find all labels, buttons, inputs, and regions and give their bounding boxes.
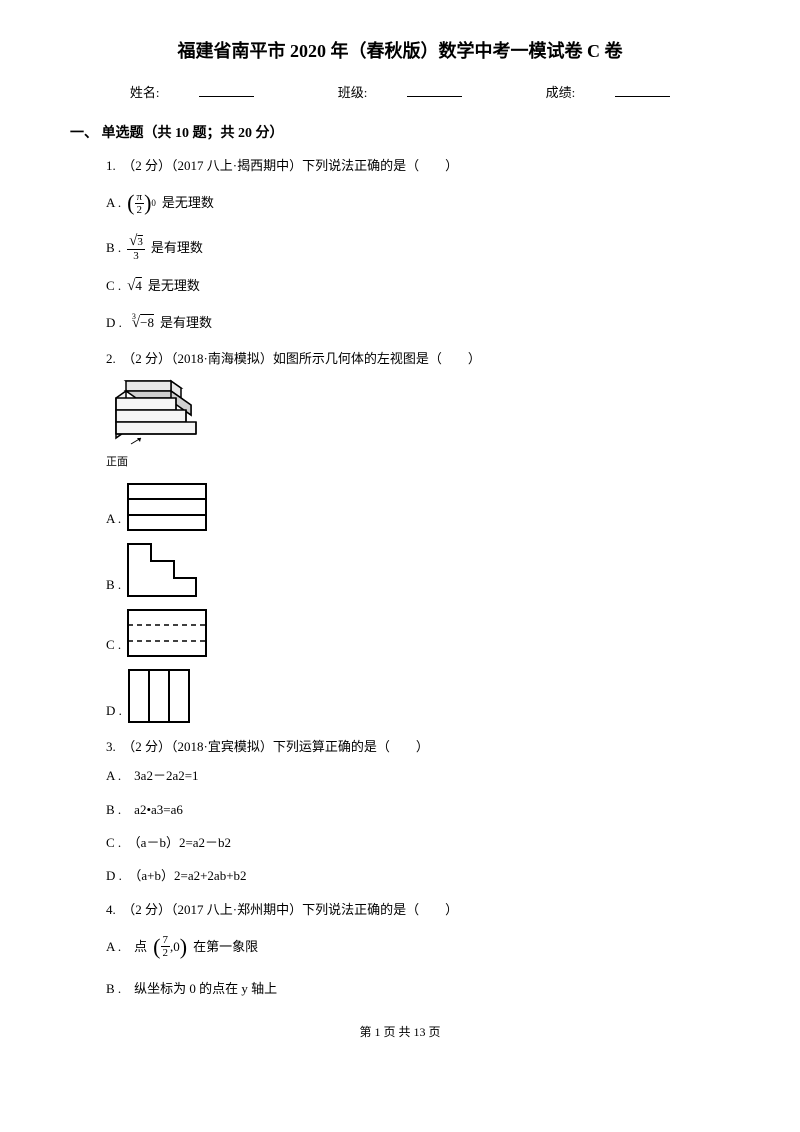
q2-option-d: D . (106, 669, 730, 723)
page-footer: 第 1 页 共 13 页 (70, 1022, 730, 1044)
option-text: 是有理数 (160, 311, 212, 334)
q4-option-b: B . 纵坐标为 0 的点在 y 轴上 (106, 977, 730, 1000)
option-d-shape-icon (128, 669, 190, 723)
math-point: ( 72 , 0 ) (153, 927, 187, 967)
q4-option-a: A . 点 ( 72 , 0 ) 在第一象限 (106, 927, 730, 967)
class-blank[interactable] (407, 96, 462, 97)
math-cuberoot-neg8: 3√−8 (128, 310, 154, 337)
q2-figure (106, 376, 730, 451)
q1-option-a: A . ( π2 ) 0 是无理数 (106, 183, 730, 223)
q1-option-d: D . 3√−8 是有理数 (106, 310, 730, 337)
q2-option-a: A . (106, 483, 730, 531)
option-label: D . (106, 311, 122, 334)
class-label: 班级: (338, 85, 368, 100)
option-c-shape-icon (127, 609, 207, 657)
q2-option-b: B . (106, 543, 730, 597)
q3-option-c: C . （a－b）2=a2－b2 (106, 831, 730, 854)
option-text: 是有理数 (151, 236, 203, 259)
q1-option-b: B . √33 是有理数 (106, 233, 730, 263)
q1-stem: 1. （2 分）（2017 八上·揭西期中）下列说法正确的是（ ） (106, 154, 730, 177)
q3-option-b: B . a2•a3=a6 (106, 798, 730, 821)
q2-front-label: 正面 (106, 453, 730, 473)
q1-option-c: C . √4 是无理数 (106, 273, 730, 300)
score-blank[interactable] (615, 96, 670, 97)
exam-title: 福建省南平市 2020 年（春秋版）数学中考一模试卷 C 卷 (70, 35, 730, 67)
option-label: B . (106, 236, 121, 259)
math-sqrt4: √4 (127, 273, 142, 300)
option-text: 在第一象限 (193, 935, 258, 958)
q4-stem: 4. （2 分）（2017 八上·郑州期中）下列说法正确的是（ ） (106, 898, 730, 921)
name-blank[interactable] (199, 96, 254, 97)
math-pi-over-2-pow-0: ( π2 ) 0 (127, 183, 156, 223)
name-label: 姓名: (130, 85, 160, 100)
q3-stem: 3. （2 分）（2018·宜宾模拟）下列运算正确的是（ ） (106, 735, 730, 758)
math-sqrt3-over-3: √33 (127, 233, 145, 263)
option-b-shape-icon (127, 543, 197, 597)
section-header: 一、 单选题（共 10 题；共 20 分） (70, 121, 730, 146)
info-line: 姓名: 班级: 成绩: (70, 81, 730, 104)
option-label: C . (106, 633, 121, 656)
option-label: A . (106, 507, 121, 530)
option-label: D . (106, 699, 122, 722)
option-label: C . (106, 274, 121, 297)
option-label: B . (106, 573, 121, 596)
option-a-shape-icon (127, 483, 207, 531)
score-label: 成绩: (546, 85, 576, 100)
q3-option-a: A . 3a2－2a2=1 (106, 764, 730, 787)
q2-option-c: C . (106, 609, 730, 657)
option-label: A . 点 (106, 935, 147, 958)
option-text: 是无理数 (162, 191, 214, 214)
q2-stem: 2. （2 分）（2018·南海模拟）如图所示几何体的左视图是（ ） (106, 347, 730, 370)
option-text: 是无理数 (148, 274, 200, 297)
q3-option-d: D . （a+b）2=a2+2ab+b2 (106, 864, 730, 887)
option-label: A . (106, 191, 121, 214)
